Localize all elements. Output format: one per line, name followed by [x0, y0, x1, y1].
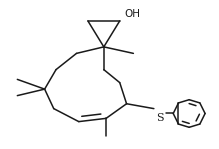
Text: OH: OH	[124, 9, 140, 19]
Text: S: S	[156, 113, 163, 123]
